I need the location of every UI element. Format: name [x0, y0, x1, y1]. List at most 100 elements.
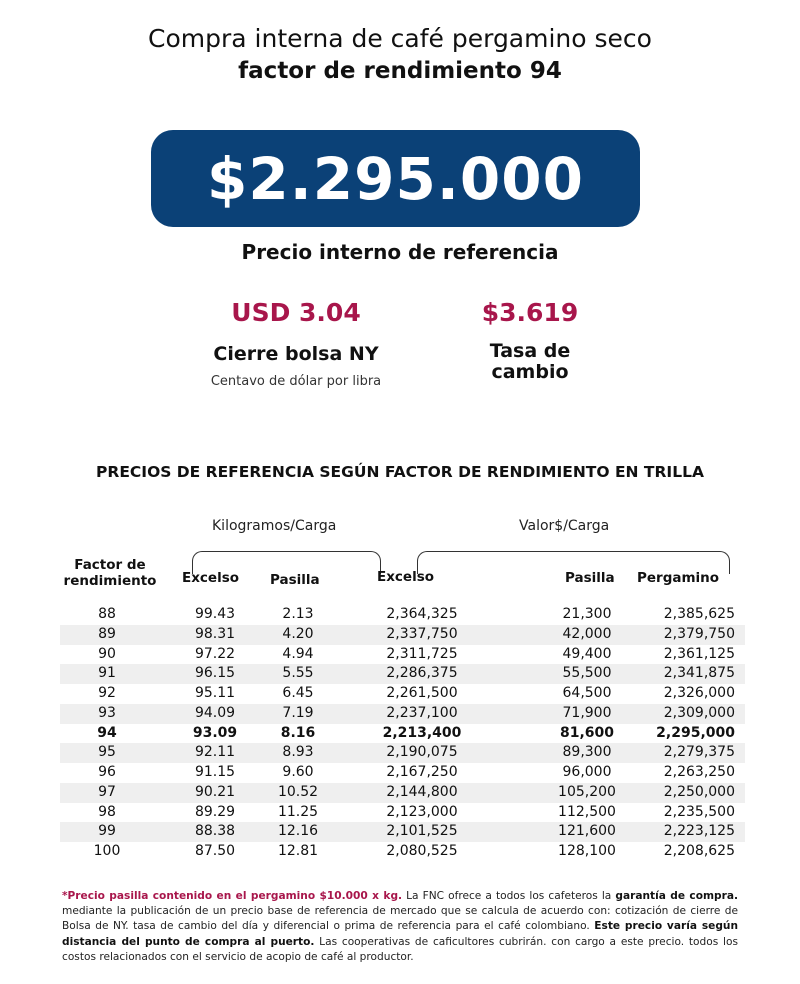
- cell-excelso-kg: 89.29: [194, 803, 236, 820]
- cell-pasilla-kg: 8.16: [280, 724, 316, 741]
- cell-excelso-kg: 99.43: [194, 606, 236, 622]
- table-row: 97 90.21 10.52 2,144,800 105,200 2,250,000: [60, 782, 745, 803]
- exchange-rate-label: Tasa de cambio: [440, 341, 620, 383]
- cell-excelso-value: 2,237,100: [386, 704, 458, 721]
- footnote: *Precio pasilla contenido en el pergamin…: [62, 889, 738, 965]
- footnote-text: Las cooperativas de caficultores cubrirá…: [62, 935, 738, 963]
- cell-excelso-value: 2,337,750: [386, 625, 458, 642]
- cell-pasilla-value: 49,400: [562, 645, 612, 662]
- cell-excelso-value: 2,364,325: [386, 606, 458, 622]
- cell-pasilla-kg: 11.25: [277, 803, 319, 820]
- cell-pasilla-value: 71,900: [562, 704, 612, 721]
- footnote-bold: garantía de compra.: [615, 890, 738, 902]
- table-row: 100 87.50 12.81 2,080,525 128,100 2,208,625: [60, 842, 745, 862]
- cell-factor: 97: [98, 783, 116, 800]
- table-row: 91 96.15 5.55 2,286,375 55,500 2,341,875: [60, 664, 745, 685]
- cell-pasilla-value: 112,500: [558, 803, 616, 820]
- cell-excelso-value: 2,213,400: [382, 724, 462, 741]
- table-row: 90 97.22 4.94 2,311,725 49,400 2,361,125: [60, 645, 745, 665]
- cell-excelso-value: 2,261,500: [386, 685, 458, 701]
- cell-pergamino: 2,341,875: [663, 665, 735, 682]
- ny-close-value: USD 3.04: [231, 298, 361, 327]
- price-label: Precio interno de referencia: [241, 240, 559, 264]
- cell-excelso-value: 2,311,725: [386, 645, 458, 662]
- group-value-bracket: [417, 551, 730, 574]
- cell-pergamino: 2,279,375: [663, 744, 735, 761]
- footnote-text: mediante la publicación de un precio bas…: [62, 905, 738, 933]
- cell-pasilla-value: 81,600: [559, 724, 615, 741]
- cell-factor: 89: [98, 625, 116, 642]
- cell-pasilla-kg: 10.52: [277, 783, 319, 800]
- cell-pasilla-kg: 7.19: [282, 704, 314, 721]
- cell-pasilla-value: 121,600: [558, 823, 616, 840]
- header-pergamino: Pergamino: [637, 570, 720, 586]
- cell-pergamino: 2,385,625: [663, 606, 735, 622]
- table-row: 99 88.38 12.16 2,101,525 121,600 2,223,125: [60, 822, 745, 843]
- cell-excelso-value: 2,190,075: [386, 744, 458, 761]
- group-kg-bracket: [192, 551, 381, 574]
- cell-pasilla-kg: 4.20: [282, 625, 314, 642]
- cell-pergamino: 2,263,250: [663, 764, 735, 780]
- cell-excelso-kg: 93.09: [192, 724, 238, 741]
- table-row: 89 98.31 4.20 2,337,750 42,000 2,379,750: [60, 624, 745, 645]
- cell-pasilla-value: 96,000: [562, 764, 612, 780]
- header-factor-line2: rendimiento: [63, 573, 157, 589]
- footnote-text: La FNC ofrece a todos los cafeteros la: [402, 890, 616, 902]
- cell-excelso-kg: 87.50: [194, 843, 236, 859]
- header-factor: Factor de rendimiento: [55, 557, 165, 589]
- group-kg-label: Kilogramos/Carga: [212, 518, 337, 534]
- cell-factor: 93: [98, 704, 116, 721]
- header-pasilla-kg: Pasilla: [270, 572, 320, 588]
- cell-pasilla-kg: 12.81: [277, 843, 319, 859]
- cell-pasilla-kg: 5.55: [282, 665, 314, 682]
- header-excelso-kg: Excelso: [182, 570, 240, 586]
- group-value-label: Valor$/Carga: [519, 518, 610, 534]
- cell-factor: 99: [98, 823, 116, 840]
- header-excelso-value: Excelso: [377, 569, 435, 585]
- cell-pasilla-kg: 8.93: [282, 744, 314, 761]
- cell-excelso-value: 2,167,250: [386, 764, 458, 780]
- cell-excelso-value: 2,101,525: [386, 823, 458, 840]
- cell-pergamino: 2,208,625: [663, 843, 735, 859]
- cell-excelso-kg: 94.09: [194, 704, 236, 721]
- cell-pergamino: 2,295,000: [656, 724, 735, 741]
- cell-factor: 92: [98, 685, 116, 701]
- table-row: 93 94.09 7.19 2,237,100 71,900 2,309,000: [60, 703, 745, 724]
- exchange-rate-label-line1: Tasa de: [489, 340, 571, 362]
- cell-pasilla-kg: 12.16: [277, 823, 319, 840]
- cell-excelso-value: 2,144,800: [386, 783, 458, 800]
- cell-factor: 90: [98, 645, 116, 662]
- cell-pergamino: 2,379,750: [663, 625, 735, 642]
- subtitle: factor de rendimiento 94: [238, 58, 562, 84]
- cell-excelso-kg: 98.31: [194, 625, 236, 642]
- footnote-bold: Este precio varía según distancia del pu…: [62, 920, 738, 948]
- cell-pasilla-kg: 2.13: [282, 606, 314, 622]
- cell-pergamino: 2,250,000: [663, 783, 735, 800]
- cell-factor: 96: [98, 764, 116, 780]
- cell-pergamino: 2,326,000: [663, 685, 735, 701]
- table-row: 92 95.11 6.45 2,261,500 64,500 2,326,000: [60, 684, 745, 704]
- cell-pasilla-kg: 6.45: [282, 685, 314, 701]
- section-title: PRECIOS DE REFERENCIA SEGÚN FACTOR DE RE…: [96, 463, 704, 481]
- header-pasilla-value: Pasilla: [565, 570, 615, 586]
- cell-pasilla-kg: 4.94: [282, 645, 314, 662]
- cell-pasilla-kg: 9.60: [282, 764, 314, 780]
- cell-pasilla-value: 55,500: [562, 665, 612, 682]
- cell-pergamino: 2,223,125: [663, 823, 735, 840]
- cell-excelso-kg: 97.22: [194, 645, 236, 662]
- exchange-rate-value: $3.619: [481, 298, 579, 327]
- exchange-rate-label-line2: cambio: [491, 361, 569, 383]
- cell-pasilla-value: 105,200: [558, 783, 616, 800]
- cell-pasilla-value: 128,100: [558, 843, 616, 859]
- header-factor-line1: Factor de: [74, 557, 146, 573]
- cell-excelso-value: 2,286,375: [386, 665, 458, 682]
- cell-excelso-kg: 91.15: [194, 764, 236, 780]
- cell-pasilla-value: 89,300: [562, 744, 612, 761]
- cell-factor: 98: [98, 803, 116, 820]
- cell-factor: 88: [98, 606, 116, 622]
- cell-excelso-kg: 88.38: [194, 823, 236, 840]
- table-row: 98 89.29 11.25 2,123,000 112,500 2,235,500: [60, 803, 745, 823]
- cell-pergamino: 2,309,000: [663, 704, 735, 721]
- cell-factor: 94: [97, 724, 117, 741]
- cell-excelso-kg: 95.11: [194, 685, 236, 701]
